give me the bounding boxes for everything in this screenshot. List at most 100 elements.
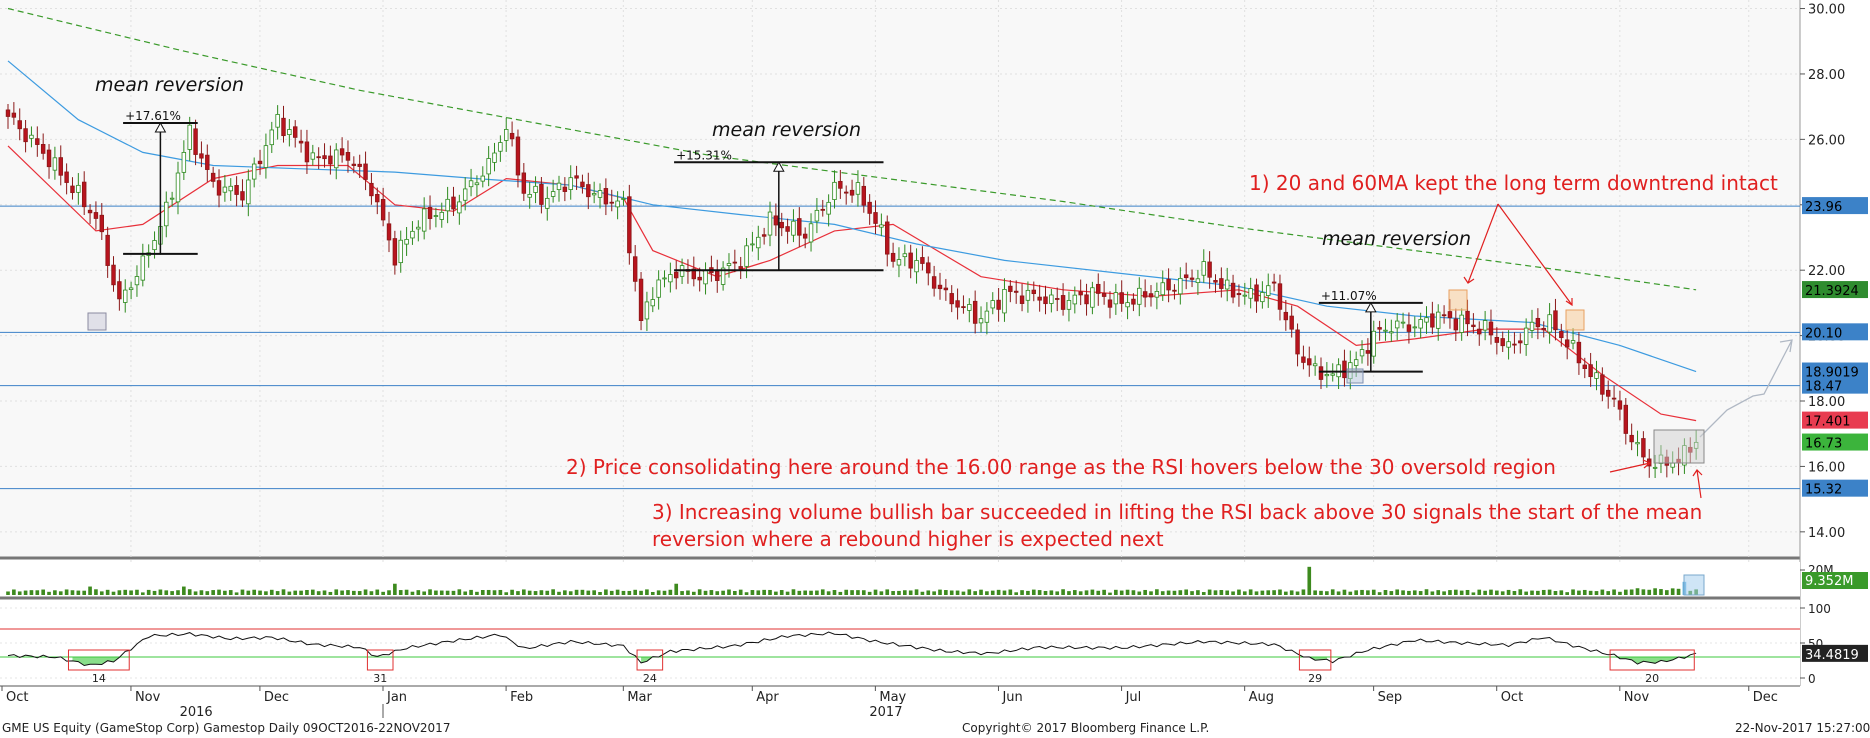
candle-down — [972, 300, 978, 324]
volume-bar — [363, 589, 368, 595]
footer: GME US Equity (GameStop Corp) Gamestop D… — [0, 719, 1870, 738]
candle-down — [1553, 310, 1558, 331]
volume-bar — [879, 591, 884, 595]
volume-bar — [1495, 590, 1499, 595]
candle-down — [515, 136, 521, 176]
volume-bar — [35, 590, 40, 595]
candle-down — [117, 281, 122, 300]
candle-up — [832, 181, 837, 200]
volume-bar — [809, 590, 813, 595]
volume-bar — [1020, 590, 1024, 595]
volume-value-label: 9.352M — [1805, 574, 1853, 589]
volume-bar — [557, 591, 561, 595]
volume-bar — [1266, 590, 1271, 595]
candle-down — [1307, 358, 1312, 366]
volume-bar — [580, 589, 585, 595]
candle-up — [650, 299, 655, 307]
volume-bar — [1348, 591, 1353, 595]
candle-up — [1359, 349, 1365, 357]
volume-bar — [6, 591, 10, 595]
volume-bar — [1653, 588, 1657, 595]
candle-down — [1183, 274, 1189, 279]
candle-up — [1652, 466, 1658, 469]
volume-bar — [633, 589, 638, 595]
volume-bar — [1676, 588, 1681, 595]
candle-down — [205, 154, 210, 170]
candle-up — [750, 243, 755, 246]
candle-down — [603, 188, 609, 205]
candle-down — [1559, 331, 1564, 339]
volume-bar — [1536, 590, 1540, 595]
candle-up — [1594, 372, 1599, 379]
annotation-2-arrow — [1609, 459, 1652, 473]
rsi-oversold-marker — [636, 649, 664, 671]
candle-up — [1371, 330, 1376, 357]
volume-bar — [47, 591, 51, 595]
candle-down — [838, 180, 843, 189]
volume-bar — [193, 591, 198, 595]
volume-bar — [246, 590, 251, 595]
candle-up — [1072, 294, 1078, 305]
volume-bar — [1360, 589, 1364, 595]
candle-down — [386, 223, 392, 241]
month-label: Aug — [1249, 690, 1274, 705]
volume-bar — [1201, 592, 1206, 595]
volume-bar — [205, 591, 210, 595]
volume-bar — [703, 590, 708, 595]
measure-percent: +11.07% — [1321, 289, 1377, 303]
volume-bar — [269, 589, 274, 595]
candle-up — [1459, 314, 1464, 333]
candle-down — [111, 264, 116, 286]
candle-up — [1224, 279, 1230, 290]
candle-down — [732, 261, 738, 264]
volume-bar — [1506, 589, 1511, 595]
rsi-oversold-marker — [1298, 649, 1332, 671]
volume-bar — [691, 591, 696, 595]
rsi-oversold-marker — [1609, 649, 1695, 671]
price-panel-bg — [0, 0, 1800, 558]
swing-high-box — [1565, 309, 1585, 331]
volume-bar — [1588, 590, 1593, 595]
candle-up — [187, 124, 192, 150]
candle-up — [656, 279, 661, 298]
volume-bar — [1483, 590, 1487, 595]
candle-down — [1541, 327, 1546, 331]
candle-down — [715, 270, 720, 281]
candle-up — [128, 287, 134, 291]
candle-down — [99, 214, 105, 233]
candle-down — [1107, 299, 1113, 308]
candle-up — [175, 172, 181, 203]
volume-bar — [64, 589, 69, 595]
candle-down — [1019, 295, 1025, 304]
candle-up — [1160, 282, 1165, 296]
price-chart: +17.61% mean reversion +15.31% mean reversi… — [0, 0, 1868, 719]
candle-down — [87, 209, 93, 214]
candle-down — [674, 271, 679, 279]
volume-bar — [545, 590, 550, 595]
candle-down — [1600, 374, 1605, 395]
volume-bar — [1155, 589, 1159, 595]
volume-bar — [1442, 591, 1446, 595]
volume-bar — [1354, 590, 1358, 595]
candle-down — [93, 212, 99, 219]
volume-bar — [504, 592, 509, 595]
candle-down — [609, 201, 614, 204]
axis-value-label: 20.10 — [1805, 326, 1842, 341]
volume-bar — [996, 589, 1001, 595]
volume-bar — [369, 591, 374, 595]
volume-bar — [1377, 592, 1382, 595]
volume-bar — [715, 591, 720, 595]
volume-bar — [797, 590, 802, 595]
candle-down — [1148, 293, 1154, 298]
candle-down — [1277, 283, 1283, 310]
volume-bar — [1383, 589, 1388, 595]
volume-bar — [1512, 591, 1517, 595]
candle-down — [955, 300, 960, 308]
candle-down — [234, 185, 239, 195]
volume-bar — [1336, 591, 1341, 595]
volume-bar — [680, 591, 684, 595]
candle-down — [298, 140, 304, 144]
volume-bar — [287, 591, 292, 595]
volume-bar — [1072, 590, 1077, 595]
